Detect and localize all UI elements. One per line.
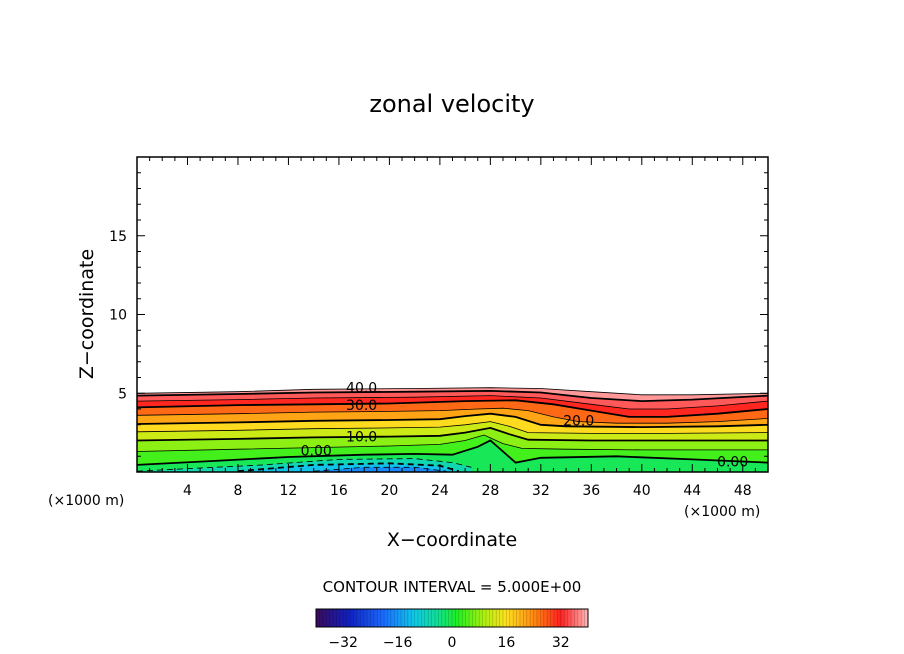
colorbar-tick-label: 32 xyxy=(552,635,570,651)
x-tick-label: 40 xyxy=(633,483,651,499)
x-tick-label: 32 xyxy=(532,483,550,499)
contour-label: 40.0 xyxy=(346,381,377,397)
colorbar-stripes xyxy=(319,609,585,627)
contour-line xyxy=(137,395,768,410)
x-tick-label: 20 xyxy=(380,483,398,499)
y-tick-label: 5 xyxy=(118,386,127,402)
colorbar-tick-label: −32 xyxy=(328,635,358,651)
contour-band-negative xyxy=(313,467,447,472)
x-tick-label: 44 xyxy=(683,483,701,499)
x-tick-label: 28 xyxy=(481,483,499,499)
contour-line xyxy=(137,387,768,396)
contour-label: 20.0 xyxy=(563,414,594,430)
contour-interval: CONTOUR INTERVAL = 5.000E+00 xyxy=(323,578,582,596)
x-tick-label: 24 xyxy=(431,483,449,499)
contour-line xyxy=(137,426,768,442)
y-tick-label: 10 xyxy=(109,308,127,324)
contour-line xyxy=(137,412,768,429)
x-tick-label: 48 xyxy=(734,483,752,499)
x-tick-label: 12 xyxy=(280,483,298,499)
x-unit-label-right: (×1000 m) xyxy=(684,504,760,520)
chart-title: zonal velocity xyxy=(369,90,534,118)
contour-label: 10.0 xyxy=(346,429,377,445)
x-tick-label: 36 xyxy=(582,483,600,499)
x-tick-label: 4 xyxy=(183,483,192,499)
colorbar-tick-label: 16 xyxy=(497,635,515,651)
contour-lines xyxy=(137,387,768,472)
contour-labels: 40.030.0 20.0 10.0 0.00 0.00 xyxy=(301,381,749,471)
colorbar xyxy=(315,608,589,628)
contour-line xyxy=(137,389,768,403)
contour-label: 30.0 xyxy=(346,398,377,414)
y-tick-label: 15 xyxy=(109,229,127,245)
contour-line xyxy=(137,399,768,418)
x-tick-label: 16 xyxy=(330,483,348,499)
colorbar-labels: −32 −16 0 16 32 xyxy=(328,635,569,651)
x-axis-label: X−coordinate xyxy=(387,529,517,551)
y-axis-label: Z−coordinate xyxy=(76,249,98,379)
contour-line xyxy=(137,439,768,466)
x-unit-label-left: (×1000 m) xyxy=(48,493,124,509)
contour-line xyxy=(137,434,768,452)
contour-fills xyxy=(137,387,768,472)
contour-line xyxy=(137,407,768,424)
contour-label: 0.00 xyxy=(717,455,748,471)
colorbar-tick-label: 0 xyxy=(448,635,457,651)
contour-line xyxy=(137,458,472,472)
contour-line xyxy=(137,421,768,434)
colorbar-tick-label: −16 xyxy=(383,635,413,651)
x-tick-label: 8 xyxy=(233,483,242,499)
contour-label: 0.00 xyxy=(301,444,332,460)
